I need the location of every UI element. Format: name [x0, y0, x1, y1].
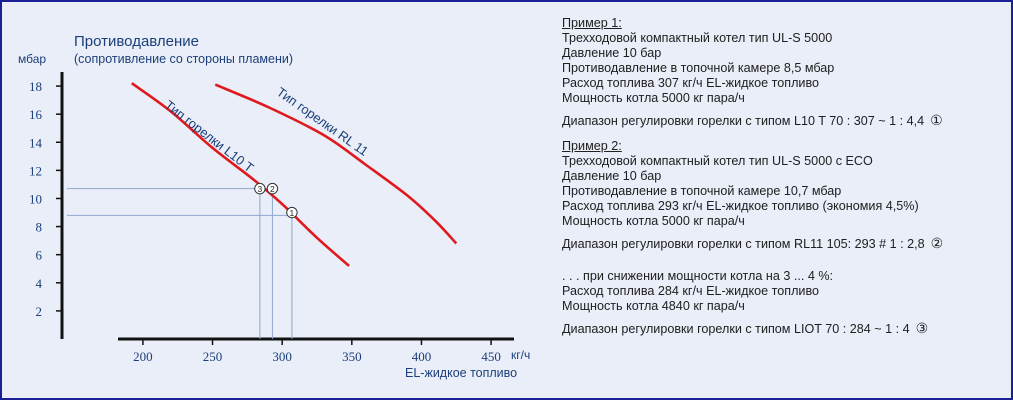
point-marker-3	[254, 182, 266, 195]
backpressure-chart: Противодавление (сопротивление со сторон…	[18, 33, 530, 380]
chart-title: Противодавление	[74, 33, 199, 50]
y-axis-label: мбар	[18, 52, 46, 66]
y-tick-label: 10	[29, 191, 42, 206]
series-label: Тип горелки L10 T	[162, 97, 257, 175]
y-tick-label: 8	[36, 220, 43, 235]
y-tick-label: 18	[29, 79, 42, 94]
example-2-range: Диапазон регулировки горелки с типом RL1…	[562, 236, 1002, 252]
marker-3-label: ③	[915, 320, 929, 336]
y-tick-label: 6	[36, 248, 43, 263]
example-2-header: Пример 2:	[562, 139, 622, 153]
example-2-line: Мощность котла 5000 кг пара/ч	[562, 214, 745, 228]
point-marker-1	[286, 206, 298, 219]
chart-subtitle: (сопротивление со стороны пламени)	[74, 52, 293, 66]
example-2-line: Расход топлива 293 кг/ч EL-жидкое топлив…	[562, 199, 919, 213]
x-tick-label: 350	[342, 349, 362, 364]
x-tick-label: 250	[203, 349, 223, 364]
marker-2-label: ②	[930, 235, 944, 251]
series-line-2	[214, 83, 458, 245]
y-tick-label: 4	[36, 276, 43, 291]
example-2: Пример 2: Трехходовой компактный котел т…	[562, 139, 1002, 252]
x-tick-label: 300	[272, 349, 292, 364]
example-3-range-text: Диапазон регулировки горелки с типом LIO…	[562, 322, 910, 336]
examples-text: Пример 1: Трехходовой компактный котел т…	[562, 16, 1002, 337]
example-1-header: Пример 1:	[562, 16, 622, 30]
point-marker-label: 3	[258, 184, 263, 194]
example-3-line: . . . при снижении мощности котла на 3 .…	[562, 269, 834, 283]
y-tick-label: 12	[29, 163, 42, 178]
example-3-range: Диапазон регулировки горелки с типом LIO…	[562, 321, 1002, 337]
x-tick-label: 400	[412, 349, 432, 364]
example-2-line: Давление 10 бар	[562, 169, 662, 183]
y-tick-label: 16	[29, 107, 43, 122]
example-1-line: Трехходовой компактный котел тип UL-S 50…	[562, 31, 833, 45]
example-1-line: Мощность котла 5000 кг пара/ч	[562, 91, 745, 105]
x-tick-label: 200	[133, 349, 153, 364]
example-2-line: Противодавление в топочной камере 10,7 м…	[562, 184, 842, 198]
point-marker-label: 2	[270, 184, 275, 194]
example-1-line: Давление 10 бар	[562, 46, 662, 60]
example-1-line: Противодавление в топочной камере 8,5 мб…	[562, 61, 835, 75]
example-2-range-text: Диапазон регулировки горелки с типом RL1…	[562, 237, 925, 251]
example-3: . . . при снижении мощности котла на 3 .…	[562, 269, 1002, 337]
point-marker-2	[266, 182, 279, 195]
example-3-line: Мощность котла 4840 кг пара/ч	[562, 299, 745, 313]
marker-1-label: ①	[930, 112, 943, 128]
y-tick-label: 2	[36, 304, 43, 319]
example-1-range: Диапазон регулировки горелки с типом L10…	[562, 113, 1002, 129]
x-axis-label: EL-жидкое топливо	[405, 366, 517, 380]
example-3-line: Расход топлива 284 кг/ч EL-жидкое топлив…	[562, 284, 820, 298]
example-1-line: Расход топлива 307 кг/ч EL-жидкое топлив…	[562, 76, 820, 90]
series-line-1	[131, 82, 350, 267]
x-tick-label: 450	[481, 349, 501, 364]
example-1: Пример 1: Трехходовой компактный котел т…	[562, 16, 1002, 129]
example-1-range-text: Диапазон регулировки горелки с типом L10…	[562, 114, 925, 128]
series-label: Тип горелки RL 11	[274, 84, 371, 159]
y-tick-label: 14	[29, 135, 43, 150]
point-marker-label: 1	[290, 208, 295, 218]
example-2-line: Трехходовой компактный котел тип UL-S 50…	[562, 154, 873, 168]
x-axis-unit: кг/ч	[511, 348, 530, 362]
